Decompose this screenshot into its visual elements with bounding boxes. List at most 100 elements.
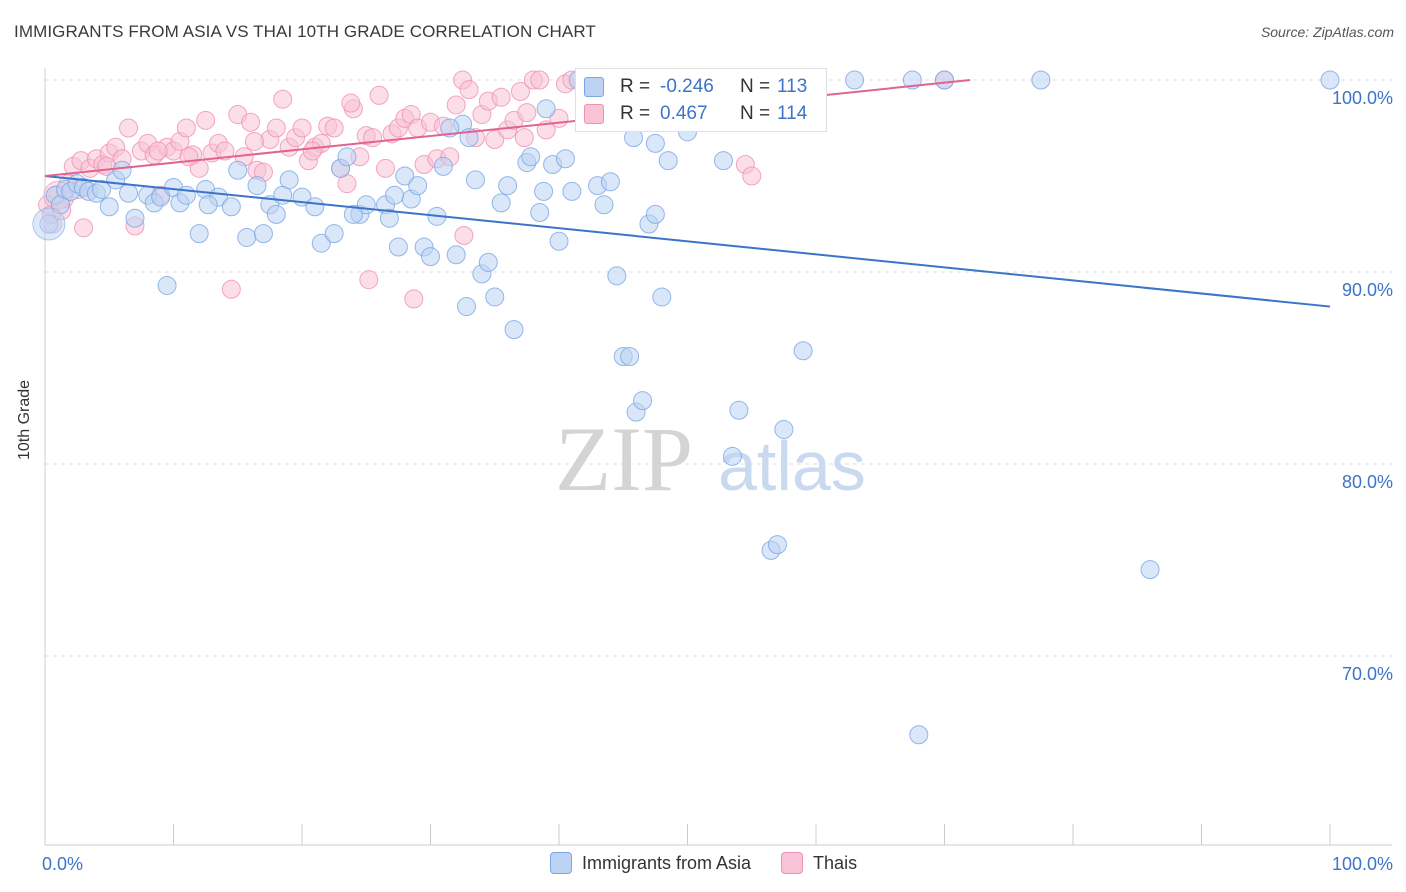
thais-point <box>376 158 396 178</box>
asia-point <box>521 147 541 167</box>
r-label: R = <box>620 76 651 97</box>
asia-point <box>713 151 733 171</box>
y-tick-label: 80.0% <box>1342 472 1393 492</box>
legend-item-thais[interactable]: Thais <box>781 852 857 874</box>
asia-point <box>909 725 929 745</box>
watermark: ZIP atlas <box>555 408 866 510</box>
thais-point <box>514 128 534 148</box>
asia-point <box>440 118 460 138</box>
asia-point <box>266 204 286 224</box>
thais-point <box>74 218 94 238</box>
asia-point <box>343 204 363 224</box>
thais-point <box>215 141 235 161</box>
legend-label-thais: Thais <box>813 852 858 873</box>
asia-point <box>530 202 550 222</box>
asia-point <box>645 133 665 153</box>
asia-point <box>324 224 344 244</box>
r-label: R = <box>620 103 651 124</box>
asia-trend-line <box>44 175 1331 308</box>
stats-legend: R = -0.246 N = 113 R = 0.467 N = 114 <box>575 68 827 132</box>
asia-point <box>198 195 218 215</box>
thais-point <box>244 131 264 151</box>
asia-point <box>385 185 405 205</box>
asia-point <box>247 176 267 196</box>
asia-point <box>433 156 453 176</box>
thais-swatch <box>584 104 604 124</box>
r-value: -0.246 <box>660 76 714 97</box>
asia-point <box>112 160 132 180</box>
watermark-zip: ZIP <box>555 408 693 510</box>
asia-point <box>549 231 569 251</box>
asia-point <box>119 183 139 203</box>
asia-point <box>1031 70 1051 90</box>
asia-point <box>421 247 440 267</box>
tick-labels: 100.0% 90.0% 80.0% 70.0% 0.0% 100.0% <box>42 88 1393 874</box>
asia-point <box>1320 70 1340 90</box>
chart-title: IMMIGRANTS FROM ASIA VS THAI 10TH GRADE … <box>14 22 596 41</box>
asia-point <box>722 446 742 466</box>
asia-point <box>645 204 665 224</box>
asia-point <box>774 419 794 439</box>
y-tick-label: 90.0% <box>1342 280 1393 300</box>
asia-point <box>189 224 209 244</box>
asia-point <box>633 391 653 411</box>
thais-point <box>196 110 216 130</box>
asia-point <box>92 179 112 199</box>
thais-point <box>176 118 196 138</box>
thais-point <box>119 118 139 138</box>
thais-point <box>491 87 511 107</box>
source-label: Source: ZipAtlas.com <box>1260 24 1394 40</box>
asia-point <box>935 70 954 90</box>
asia-point <box>465 170 485 190</box>
n-value: 114 <box>777 103 808 124</box>
thais-point <box>485 130 505 150</box>
legend-item-asia[interactable]: Immigrants from Asia <box>550 852 751 874</box>
asia-point <box>478 252 498 272</box>
thais-point <box>148 141 168 161</box>
legend-row-thais: R = 0.467 N = 114 <box>584 102 807 126</box>
asia-point <box>845 70 865 90</box>
asia-point <box>658 151 678 171</box>
asia-point <box>228 160 248 180</box>
asia-point <box>311 233 331 253</box>
n-label: N = <box>740 103 771 124</box>
thais-point <box>517 103 537 123</box>
asia-point <box>600 172 620 192</box>
x-tick-label-max: 100.0% <box>1332 854 1393 874</box>
thais-point <box>359 270 379 290</box>
thais-point <box>530 70 550 90</box>
asia-point <box>99 197 119 217</box>
series-legend: Immigrants from Asia Thais <box>550 852 887 874</box>
legend-label-asia: Immigrants from Asia <box>582 852 752 873</box>
asia-point <box>337 147 357 167</box>
asia-point <box>620 346 640 366</box>
asia-point <box>279 170 299 190</box>
asia-point <box>395 166 415 186</box>
asia-point <box>767 535 787 555</box>
asia-point <box>607 266 627 286</box>
asia-point <box>534 181 554 201</box>
asia-point <box>157 275 177 295</box>
y-tick-label: 70.0% <box>1342 664 1393 684</box>
thais-point <box>241 112 261 132</box>
asia-point <box>388 237 408 257</box>
asia-point <box>221 197 241 217</box>
y-tick-label: 100.0% <box>1332 88 1393 108</box>
thais-swatch <box>781 852 804 874</box>
asia-point <box>408 176 428 196</box>
watermark-atlas: atlas <box>718 427 866 505</box>
n-value: 113 <box>777 76 808 97</box>
asia-point <box>446 245 466 265</box>
thais-point <box>446 95 466 115</box>
asia-point <box>305 197 325 217</box>
asia-point <box>498 176 518 196</box>
thais-point <box>266 118 286 138</box>
thais-point <box>179 147 199 167</box>
asia-point <box>562 181 582 201</box>
thais-point <box>302 141 322 161</box>
asia-point <box>652 287 672 307</box>
asia-point <box>456 297 476 317</box>
asia-point <box>125 208 145 228</box>
r-value: 0.467 <box>660 103 708 124</box>
asia-point <box>237 227 257 247</box>
